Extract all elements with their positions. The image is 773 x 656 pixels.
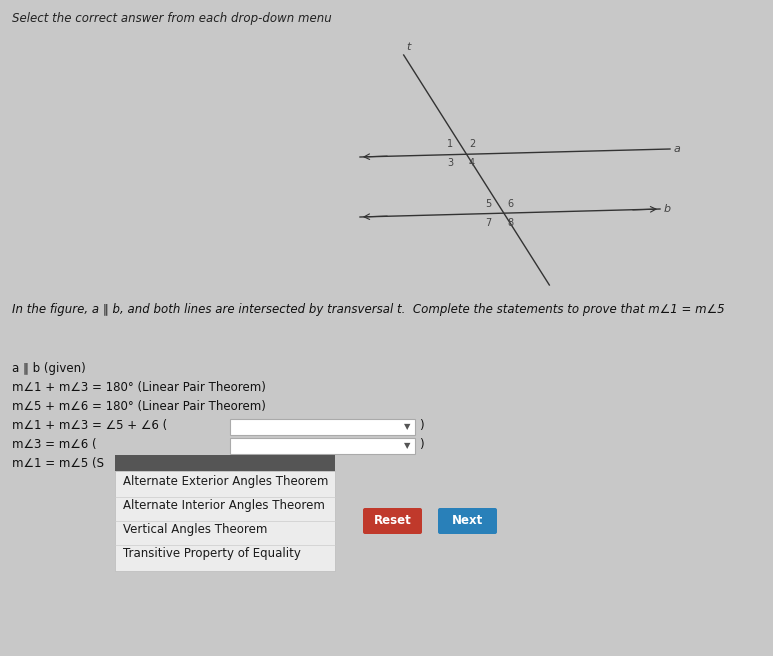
Text: Transitive Property of Equality: Transitive Property of Equality [123,547,301,560]
Text: m∠5 + m∠6 = 180° (Linear Pair Theorem): m∠5 + m∠6 = 180° (Linear Pair Theorem) [12,400,266,413]
Text: Alternate Interior Angles Theorem: Alternate Interior Angles Theorem [123,499,325,512]
FancyBboxPatch shape [438,508,497,534]
Text: a ∥ b (given): a ∥ b (given) [12,362,86,375]
Text: Alternate Exterior Angles Theorem: Alternate Exterior Angles Theorem [123,475,329,488]
Text: 8: 8 [507,218,513,228]
Bar [230,419,415,435]
FancyBboxPatch shape [363,508,422,534]
Text: Vertical Angles Theorem: Vertical Angles Theorem [123,523,267,536]
Text: m∠1 + m∠3 = ∠5 + ∠6 (: m∠1 + m∠3 = ∠5 + ∠6 ( [12,419,167,432]
Text: 4: 4 [469,158,475,168]
Text: a: a [674,144,681,154]
Bar [230,438,415,454]
Text: ▼: ▼ [404,422,410,432]
Text: t: t [407,42,411,52]
Text: ▼: ▼ [404,441,410,451]
Text: b: b [664,204,671,214]
Bar [115,455,335,471]
Text: 7: 7 [485,218,491,228]
Text: m∠1 + m∠3 = 180° (Linear Pair Theorem): m∠1 + m∠3 = 180° (Linear Pair Theorem) [12,381,266,394]
Text: 3: 3 [447,158,453,168]
Text: 6: 6 [507,199,513,209]
Text: Select the correct answer from each drop-down menu: Select the correct answer from each drop… [12,12,332,25]
Text: m∠1 = m∠5 (S: m∠1 = m∠5 (S [12,457,104,470]
Text: Reset: Reset [373,514,411,527]
Text: 2: 2 [469,139,475,149]
Text: m∠3 = m∠6 (: m∠3 = m∠6 ( [12,438,97,451]
Text: In the figure, a ∥ b, and both lines are intersected by transversal t.  Complete: In the figure, a ∥ b, and both lines are… [12,303,724,316]
Bar [115,471,335,571]
Text: 5: 5 [485,199,491,209]
Text: ): ) [419,438,424,451]
Text: ): ) [419,419,424,432]
Text: 1: 1 [447,139,453,149]
Text: Next: Next [452,514,483,527]
